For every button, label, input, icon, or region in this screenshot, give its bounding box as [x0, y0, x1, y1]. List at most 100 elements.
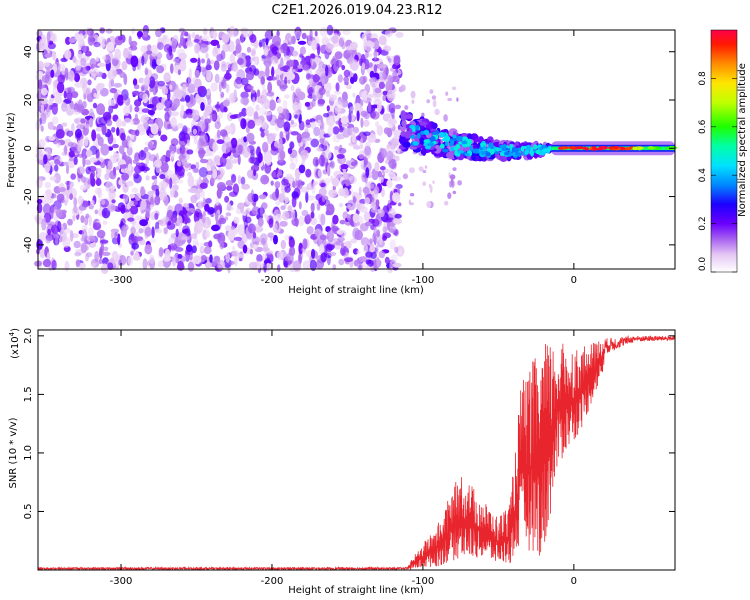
noise-blob	[237, 175, 242, 185]
noise-blob	[306, 226, 314, 235]
noise-blob	[85, 166, 92, 175]
transition-blob	[450, 146, 455, 152]
noise-blob	[200, 254, 207, 261]
noise-blob	[379, 234, 383, 245]
noise-blob	[253, 169, 257, 177]
noise-blob	[167, 221, 172, 226]
noise-blob	[257, 217, 264, 227]
noise-blob	[389, 239, 396, 250]
noise-blob	[333, 170, 343, 179]
noise-blob	[392, 192, 401, 203]
noise-blob	[232, 158, 238, 164]
noise-blob	[209, 161, 216, 171]
noise-blob	[211, 224, 220, 232]
noise-blob	[278, 113, 286, 121]
snr-x-ticks: -300 -200 -100 0	[110, 330, 577, 587]
transition-blob	[502, 143, 507, 151]
noise-blob	[250, 89, 256, 94]
noise-blob	[341, 159, 345, 164]
noise-blob	[347, 204, 352, 210]
noise-blob	[142, 258, 148, 270]
noise-blob	[369, 238, 373, 245]
noise-blob	[378, 250, 386, 259]
noise-blob	[149, 254, 155, 264]
noise-blob	[158, 247, 164, 257]
noise-blob	[300, 138, 308, 144]
noise-blob	[382, 235, 387, 241]
noise-blob	[362, 244, 369, 253]
noise-blob	[116, 127, 120, 137]
noise-blob	[100, 143, 110, 156]
noise-blob	[136, 236, 143, 242]
noise-blob	[241, 183, 251, 190]
noise-blob	[94, 187, 101, 195]
noise-blob	[216, 139, 225, 145]
noise-blob	[120, 204, 126, 214]
noise-blob	[297, 64, 303, 70]
noise-blob	[132, 199, 138, 206]
noise-blob	[378, 81, 385, 90]
noise-blob	[384, 29, 393, 38]
noise-blob	[229, 53, 236, 64]
noise-blob	[225, 212, 232, 217]
noise-blob	[206, 70, 212, 82]
noise-blob	[134, 165, 142, 174]
noise-blob	[158, 180, 167, 193]
noise-blob	[76, 140, 82, 152]
spectrogram-y-ticks: -40 -20 0 20 40	[23, 45, 675, 253]
noise-blob	[195, 221, 204, 234]
noise-blob	[51, 116, 59, 125]
noise-blob	[132, 117, 140, 125]
noise-blob	[356, 210, 360, 215]
noise-blob	[65, 164, 70, 175]
noise-blob	[291, 209, 296, 221]
noise-blob	[391, 114, 395, 119]
noise-blob	[317, 101, 325, 107]
noise-blob	[382, 90, 388, 96]
noise-blob	[357, 263, 364, 271]
noise-blob	[143, 121, 149, 131]
noise-blob	[377, 102, 382, 113]
noise-blob	[263, 261, 267, 273]
noise-blob	[248, 223, 256, 234]
noise-blob	[101, 251, 111, 256]
noise-blob	[261, 237, 266, 246]
noise-blob	[177, 260, 184, 270]
noise-blob	[201, 35, 210, 42]
noise-blob	[277, 152, 285, 163]
noise-blob	[421, 112, 425, 118]
noise-blob	[388, 56, 394, 67]
noise-blob	[96, 82, 105, 89]
noise-blob	[157, 42, 164, 51]
noise-blob	[96, 103, 106, 116]
noise-blob	[206, 170, 214, 175]
noise-blob	[126, 180, 134, 187]
noise-blob	[178, 131, 186, 142]
noise-blob	[338, 258, 345, 266]
noise-blob	[328, 251, 337, 257]
noise-blob	[447, 98, 453, 101]
noise-blob	[376, 256, 380, 267]
noise-blob	[263, 152, 273, 164]
noise-blob	[131, 90, 140, 96]
noise-blob	[374, 161, 380, 172]
noise-blob	[291, 35, 296, 45]
x-tick-label: -100	[412, 576, 435, 587]
noise-blob	[330, 160, 335, 169]
x-tick-label: -300	[110, 576, 133, 587]
noise-blob	[118, 259, 123, 266]
transition-blob	[429, 142, 434, 147]
noise-blob	[145, 154, 150, 165]
noise-blob	[429, 185, 433, 193]
transition-blob	[446, 151, 454, 159]
noise-blob	[447, 192, 452, 199]
noise-blob	[262, 141, 269, 153]
noise-blob	[131, 27, 136, 35]
noise-blob	[47, 42, 57, 50]
noise-blob	[186, 113, 193, 119]
noise-blob	[363, 39, 367, 51]
noise-blob	[166, 51, 174, 61]
transition-blob	[514, 147, 519, 154]
noise-blob	[134, 106, 140, 113]
noise-blob	[298, 201, 302, 210]
